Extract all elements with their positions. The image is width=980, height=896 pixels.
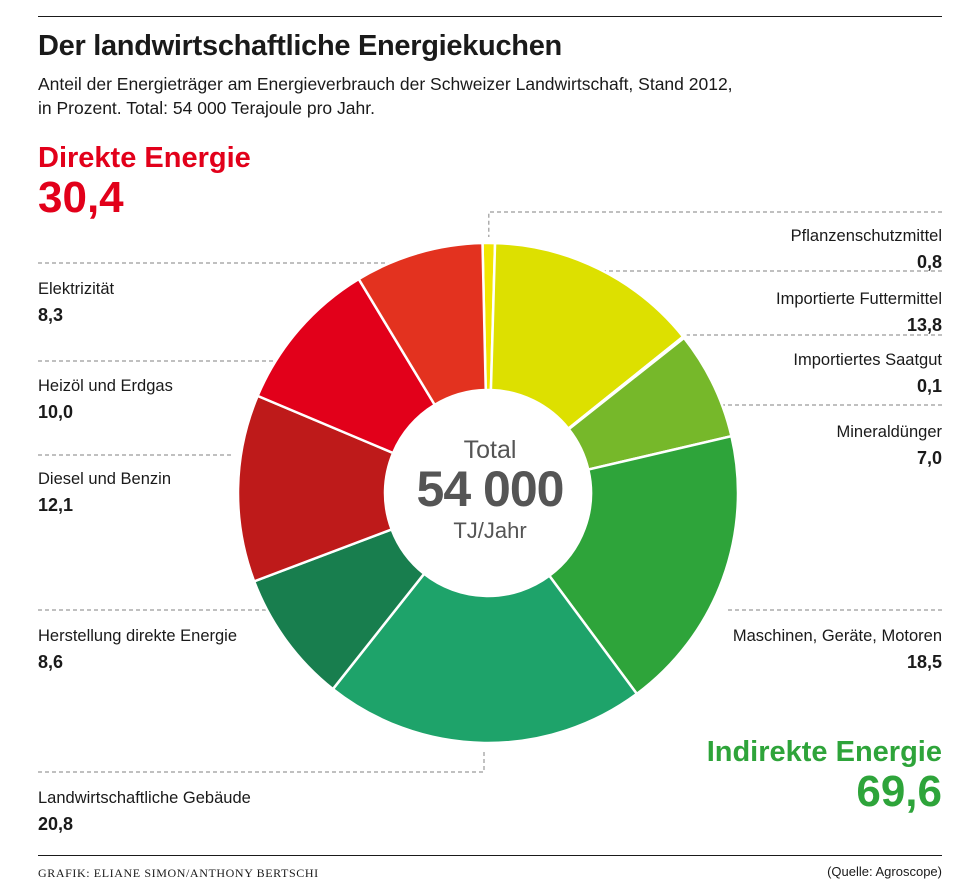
center-total-label: Total — [464, 436, 517, 464]
slice-label-herstellung-direkte-energie: Herstellung direkte Energie — [38, 627, 238, 645]
source: (Quelle: Agroscope) — [827, 864, 942, 879]
indirect-energy-value: 69,6 — [856, 767, 942, 816]
donut-slices — [236, 241, 740, 745]
slice-label-heizoel-und-erdgas: Heizöl und Erdgas — [38, 377, 173, 395]
slice-importierte-futtermittel — [489, 241, 685, 431]
slice-label-pflanzenschutzmittel: Pflanzenschutzmittel — [790, 227, 942, 245]
slice-value-mineralduenger: 7,0 — [916, 448, 942, 468]
slice-value-maschinen-geraete-motoren: 18,5 — [906, 652, 942, 672]
slice-value-heizoel-und-erdgas: 10,0 — [38, 402, 74, 422]
chart-title: Der landwirtschaftliche Energiekuchen — [38, 30, 562, 62]
slice-value-importierte-futtermittel: 13,8 — [906, 315, 942, 335]
slice-value-elektrizitaet: 8,3 — [38, 305, 64, 325]
slice-value-pflanzenschutzmittel: 0,8 — [916, 252, 942, 272]
slice-label-importierte-futtermittel: Importierte Futtermittel — [776, 290, 942, 308]
slice-elektrizitaet — [356, 241, 488, 407]
chart-subtitle: Anteil der Energieträger am Energieverbr… — [38, 72, 898, 120]
center-total-unit: TJ/Jahr — [453, 518, 526, 543]
subtitle-line-2: in Prozent. Total: 54 000 Terajoule pro … — [38, 98, 375, 118]
slice-label-mineralduenger: Mineraldünger — [836, 423, 942, 441]
slice-label-elektrizitaet: Elektrizität — [38, 280, 115, 298]
slice-value-landwirtschaftliche-gebaeude: 20,8 — [38, 814, 74, 834]
direct-energy-label: Direkte Energie — [38, 142, 251, 174]
slice-label-maschinen-geraete-motoren: Maschinen, Geräte, Motoren — [732, 627, 942, 645]
slice-label-diesel-und-benzin: Diesel und Benzin — [38, 470, 171, 488]
leader-lines — [38, 211, 942, 773]
slice-value-importiertes-saatgut: 0,1 — [916, 376, 942, 396]
subtitle-line-1: Anteil der Energieträger am Energieverbr… — [38, 74, 733, 94]
credit: GRAFIK: ELIANE SIMON/ANTHONY BERTSCHI — [38, 866, 319, 880]
slice-maschinen-geraete-motoren — [547, 434, 740, 696]
slice-label-landwirtschaftliche-gebaeude: Landwirtschaftliche Gebäude — [38, 789, 251, 807]
slice-value-herstellung-direkte-energie: 8,6 — [38, 652, 64, 672]
slice-label-importiertes-saatgut: Importiertes Saatgut — [793, 351, 942, 369]
slice-value-diesel-und-benzin: 12,1 — [38, 495, 74, 515]
direct-energy-value: 30,4 — [38, 173, 124, 222]
top-rule — [38, 16, 942, 17]
leader-pflanzenschutzmittel — [488, 211, 942, 237]
center-total-value: 54 000 — [417, 461, 564, 517]
indirect-energy-label: Indirekte Energie — [706, 736, 942, 768]
slice-landwirtschaftliche-gebaeude — [331, 572, 639, 745]
leader-landwirtschaftliche-gebaeude — [38, 749, 485, 773]
slice-diesel-und-benzin — [236, 394, 395, 583]
bottom-rule — [38, 855, 942, 856]
